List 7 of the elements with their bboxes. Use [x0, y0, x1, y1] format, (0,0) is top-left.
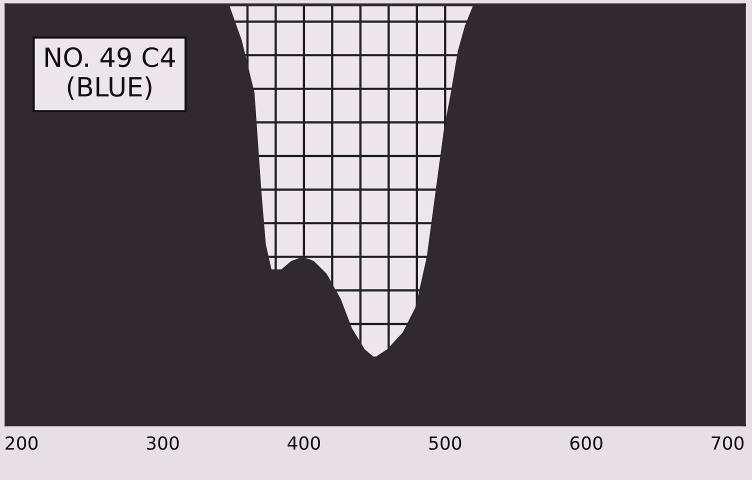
x-tick-label: 600 [570, 436, 602, 450]
x-tick-label: 400 [288, 436, 320, 450]
x-tick-label: 500 [429, 436, 462, 450]
x-tick-label: 300 [146, 436, 179, 450]
x-tick-label: 200 [6, 436, 38, 450]
x-tick-label: 700 [712, 436, 744, 450]
annotation: NO. 49 C4 (BLUE) [46, 47, 175, 100]
